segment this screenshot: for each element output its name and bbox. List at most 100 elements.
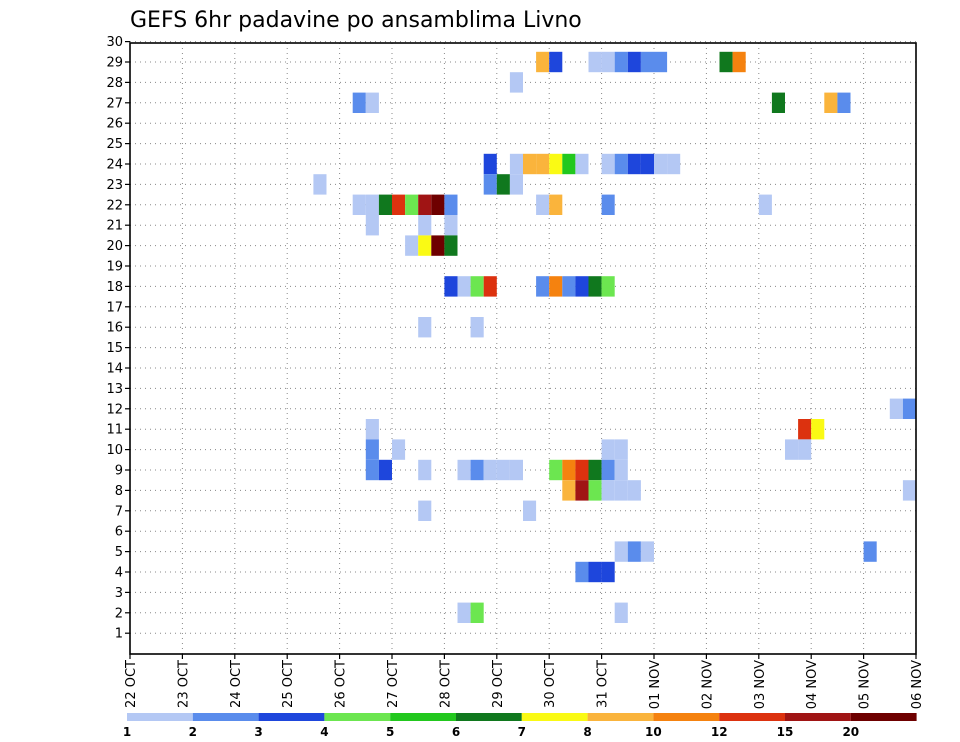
legend-swatch <box>719 713 785 721</box>
heatmap-cell <box>575 459 589 481</box>
heatmap-cell <box>378 194 392 215</box>
heatmap-cell <box>509 459 523 481</box>
y-tick-label: 20 <box>106 239 123 254</box>
x-axis-ticks: 22 OCT 23 OCT 24 OCT 25 OCT 26 OCT 27 OCT 28 O… <box>124 654 925 709</box>
legend-swatch <box>653 713 720 721</box>
heatmap-cell <box>509 72 523 93</box>
y-tick-label: 18 <box>106 280 123 295</box>
heatmap-cell <box>418 194 432 215</box>
y-tick-label: 16 <box>106 321 123 336</box>
heatmap-cell <box>601 480 615 501</box>
y-tick-label: 28 <box>106 76 123 91</box>
heatmap-cell <box>418 235 432 256</box>
heatmap-cell <box>457 276 471 297</box>
y-tick-label: 25 <box>106 137 123 152</box>
legend-swatch <box>587 713 654 721</box>
heatmap-cell <box>654 153 668 175</box>
heatmap-cell <box>614 480 628 501</box>
heatmap-cell <box>627 153 641 175</box>
legend-label: 20 <box>842 725 859 739</box>
heatmap-cell <box>601 459 615 481</box>
y-tick-label: 5 <box>115 545 123 560</box>
legend-swatch <box>258 713 325 721</box>
heatmap-cell <box>378 459 392 481</box>
heatmap-cell <box>902 398 916 419</box>
heatmap-cell <box>496 459 510 481</box>
heatmap-cell <box>392 194 406 215</box>
heatmap-cell <box>601 51 615 73</box>
x-tick-label: 24 OCT <box>229 660 244 708</box>
y-tick-label: 22 <box>106 198 123 213</box>
heatmap-cell <box>601 194 615 215</box>
x-tick-label: 05 NOV <box>858 660 873 709</box>
heatmap-cell <box>614 541 628 562</box>
heatmap-cell <box>588 276 602 297</box>
heatmap-cell <box>575 276 589 297</box>
legend-label: 3 <box>254 725 262 739</box>
heatmap-cell <box>418 317 432 338</box>
heatmap-cell <box>483 153 497 175</box>
legend-swatch <box>390 713 456 721</box>
heatmap-cell <box>444 276 458 297</box>
x-tick-label: 28 OCT <box>438 660 453 708</box>
heatmap-cell <box>902 480 916 501</box>
heatmap-cell <box>483 174 497 195</box>
heatmap-cell <box>562 153 576 175</box>
heatmap-cell <box>614 51 628 73</box>
heatmap-cell <box>365 194 379 215</box>
heatmap-cell <box>457 602 471 623</box>
heatmap-cell <box>509 153 523 175</box>
legend-label: 10 <box>645 725 662 739</box>
heatmap-cell <box>601 561 615 583</box>
legend-label: 1 <box>123 725 131 739</box>
heatmap-cell <box>824 92 838 113</box>
y-tick-label: 14 <box>106 362 123 377</box>
heatmap-cell <box>444 194 458 215</box>
heatmap-cell <box>614 459 628 481</box>
y-tick-label: 6 <box>115 525 123 540</box>
x-tick-label: 23 OCT <box>176 660 191 708</box>
heatmap-cell <box>418 459 432 481</box>
y-tick-label: 15 <box>106 341 123 356</box>
x-tick-label: 06 NOV <box>910 660 925 709</box>
grid-lines <box>130 41 916 654</box>
heatmap-cell <box>470 276 484 297</box>
heatmap-cell <box>470 459 484 481</box>
heatmap-cell <box>575 561 589 583</box>
heatmap-cell <box>601 276 615 297</box>
heatmap-cell <box>562 480 576 501</box>
legend-swatch <box>127 713 193 721</box>
x-tick-label: 30 OCT <box>543 660 558 708</box>
heatmap-cell <box>771 92 785 113</box>
x-tick-label: 02 NOV <box>700 660 715 709</box>
x-tick-label: 01 NOV <box>648 660 663 709</box>
heatmap-cell <box>418 500 432 521</box>
heatmap-cell <box>405 235 419 256</box>
legend-swatch <box>850 713 917 721</box>
y-tick-label: 1 <box>115 627 123 642</box>
heatmap-cell <box>523 153 537 175</box>
heatmap-cell <box>444 215 458 236</box>
legend-label: 8 <box>583 725 591 739</box>
heatmap-cell <box>758 194 772 215</box>
legend-label: 2 <box>189 725 197 739</box>
heatmap-cell <box>588 51 602 73</box>
heatmap-cell <box>418 215 432 236</box>
heatmap-cell <box>470 317 484 338</box>
heatmap-cell <box>732 51 746 73</box>
heatmap-cell <box>640 51 654 73</box>
heatmap-cell <box>483 276 497 297</box>
heatmap-cell <box>431 194 445 215</box>
heatmap-cell <box>562 276 576 297</box>
chart-title: GEFS 6hr padavine po ansamblima Livno <box>130 8 582 33</box>
heatmap-cell <box>889 398 903 419</box>
y-tick-label: 21 <box>106 219 123 234</box>
x-tick-label: 22 OCT <box>124 660 139 708</box>
heatmap-cell <box>496 174 510 195</box>
heatmap-cell <box>509 174 523 195</box>
y-tick-label: 23 <box>106 178 123 193</box>
heatmap-cell <box>405 194 419 215</box>
heatmap-cell <box>811 419 825 440</box>
legend-label: 6 <box>452 725 460 739</box>
y-tick-label: 29 <box>106 56 123 71</box>
